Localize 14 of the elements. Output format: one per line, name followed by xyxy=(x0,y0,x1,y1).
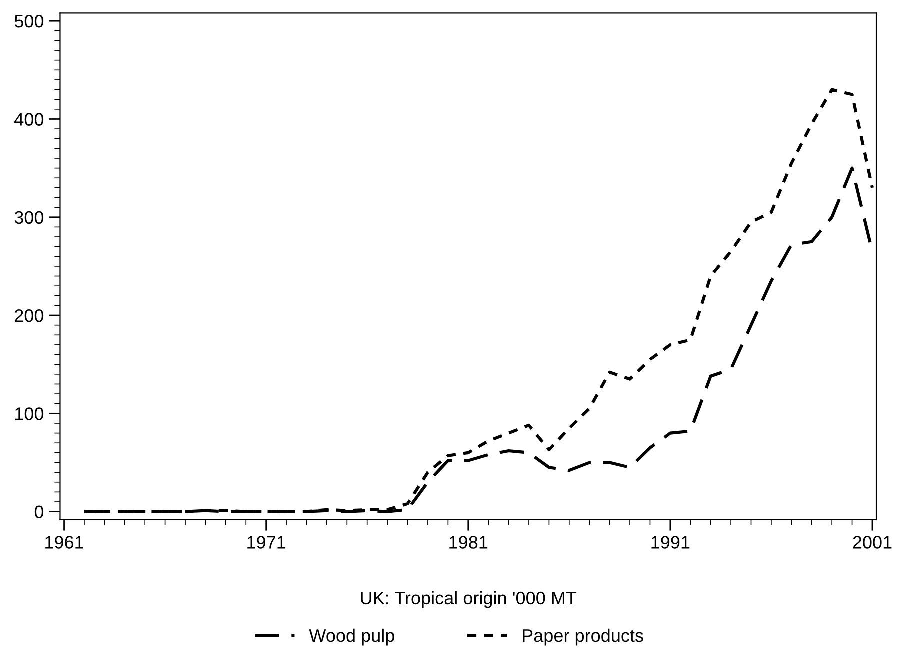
legend-label: Paper products xyxy=(523,628,644,646)
x-tick-label: 2001 xyxy=(853,536,892,549)
y-tick-label: 0 xyxy=(34,506,44,519)
y-tick-label: 400 xyxy=(14,113,44,126)
legend-label: Wood pulp xyxy=(309,628,394,646)
y-tick-label: 100 xyxy=(16,408,44,420)
y-tick-label: 500 xyxy=(14,15,44,28)
y-tick-label: 200 xyxy=(15,309,44,322)
y-tick-label: 300 xyxy=(14,211,44,224)
x-tick-label: 1991 xyxy=(652,536,690,549)
x-tick-label: 1981 xyxy=(450,536,488,549)
x-tick-label: 1971 xyxy=(248,536,286,549)
x-axis-title: UK: Tropical origin '000 MT xyxy=(361,591,577,608)
x-tick-label: 1961 xyxy=(46,536,84,549)
